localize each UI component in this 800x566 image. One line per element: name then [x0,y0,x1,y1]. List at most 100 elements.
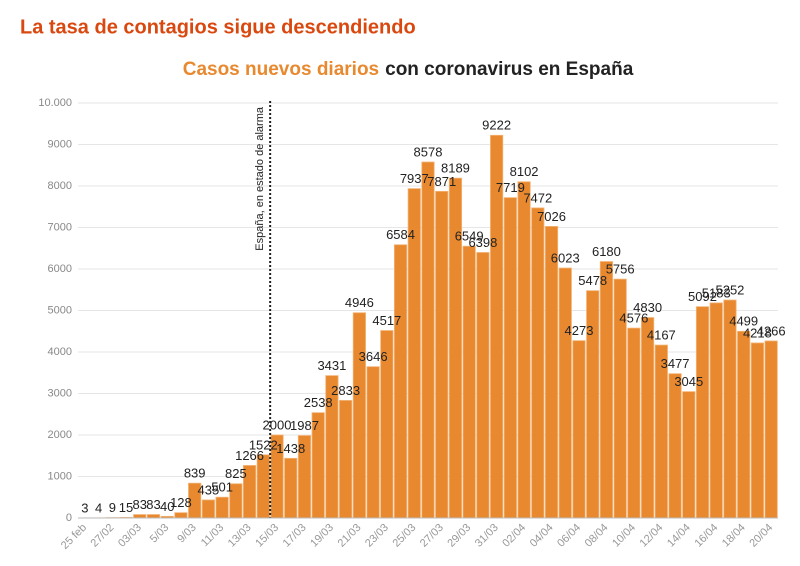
x-tick-label: 25/03 [390,522,418,550]
x-tick-label: 20/04 [747,522,775,550]
value-label: 4218 [743,325,772,340]
y-tick-label: 5000 [48,304,72,316]
value-label: 1522 [249,437,278,452]
value-label: 501 [211,480,233,495]
bar [133,514,147,519]
value-label: 6398 [468,235,497,250]
x-tick-label: 27/03 [418,522,446,550]
value-label: 6023 [551,250,580,265]
x-tick-label: 10/04 [610,522,638,550]
bar [627,327,641,519]
bar [146,514,161,519]
value-label: 7026 [537,209,566,224]
x-tick-label: 23/03 [363,522,391,550]
x-tick-label: 31/03 [473,522,501,550]
title-highlight: Casos nuevos diarios [183,59,379,80]
bar [352,312,366,519]
x-tick-label: 06/04 [555,522,583,550]
value-label: 7871 [427,174,456,189]
value-label: 6549 [455,229,484,244]
bar [284,457,298,519]
value-label: 4266 [757,323,786,338]
x-tick-label: 27/02 [89,522,117,550]
value-label: 40 [160,499,174,514]
x-tick-label: 08/04 [583,522,611,550]
x-tick-label: 02/04 [500,522,528,550]
bar [393,244,408,519]
value-label: 15 [119,500,133,515]
value-label: 7472 [523,190,552,205]
bar [256,454,270,519]
value-label: 2000 [263,417,292,432]
bar [476,252,490,519]
bar [709,302,723,519]
value-label: 4517 [372,313,401,328]
title-rest: con coronavirus en España [385,59,634,80]
bar [435,190,449,519]
bar [531,207,545,519]
value-label: 435 [198,482,220,497]
value-label: 2833 [331,383,360,398]
value-label: 9 [109,500,116,515]
value-label: 1266 [235,448,264,463]
x-tick-label: 12/04 [638,522,666,550]
value-label: 83 [133,497,147,512]
x-tick-label: 16/04 [692,522,720,550]
x-tick-label: 5/03 [148,522,172,546]
x-tick-label: 13/03 [226,522,254,550]
value-label: 4830 [633,300,662,315]
x-tick-label: 11/03 [199,522,226,549]
value-label: 8189 [441,161,470,176]
x-tick-label: 17/03 [281,522,309,550]
x-tick-label: 03/03 [116,522,144,550]
value-label: 6584 [386,227,415,242]
bar [572,340,586,519]
value-label: 7937 [400,171,429,186]
x-tick-label: 21/03 [336,522,364,550]
value-label: 3431 [317,358,346,373]
bar [517,181,531,519]
bar [695,306,710,519]
value-label: 4946 [345,295,374,310]
x-tick-label: 19/03 [308,522,336,550]
value-label: 4167 [647,328,676,343]
value-label: 5478 [578,273,607,288]
bar [544,226,559,519]
y-tick-label: 8000 [48,180,72,192]
value-label: 5092 [688,289,717,304]
value-label: 5756 [606,262,635,277]
bar [339,400,353,519]
value-label: 3045 [674,374,703,389]
bar [668,373,682,519]
y-tick-label: 10.000 [38,97,72,109]
bar [421,161,435,519]
bar [750,342,764,519]
y-tick-label: 9000 [48,138,72,150]
bar [737,330,751,519]
value-label: 8102 [510,164,539,179]
y-tick-label: 3000 [48,387,72,399]
value-label: 2538 [304,395,333,410]
value-label: 128 [170,495,192,510]
bar [723,299,737,519]
x-tick-label: 18/04 [720,522,748,550]
value-label: 3477 [661,356,690,371]
bar [366,366,380,519]
x-tick-label: 14/04 [665,522,693,550]
bar [599,261,614,519]
x-tick-label: 04/04 [528,522,556,550]
value-label: 3 [81,500,88,515]
value-label: 1438 [276,441,305,456]
bar [462,245,476,519]
annotation: España, en estado de alarma [254,106,266,251]
x-tick-label: 15/03 [253,522,281,550]
value-label: 6180 [592,244,621,259]
value-label: 83 [146,497,160,512]
value-label: 9222 [482,118,511,133]
value-label: 4 [95,500,102,515]
y-tick-label: 2000 [48,429,72,441]
header: La tasa de contagios sigue descendiendo [20,16,416,38]
value-label: 4576 [619,311,648,326]
